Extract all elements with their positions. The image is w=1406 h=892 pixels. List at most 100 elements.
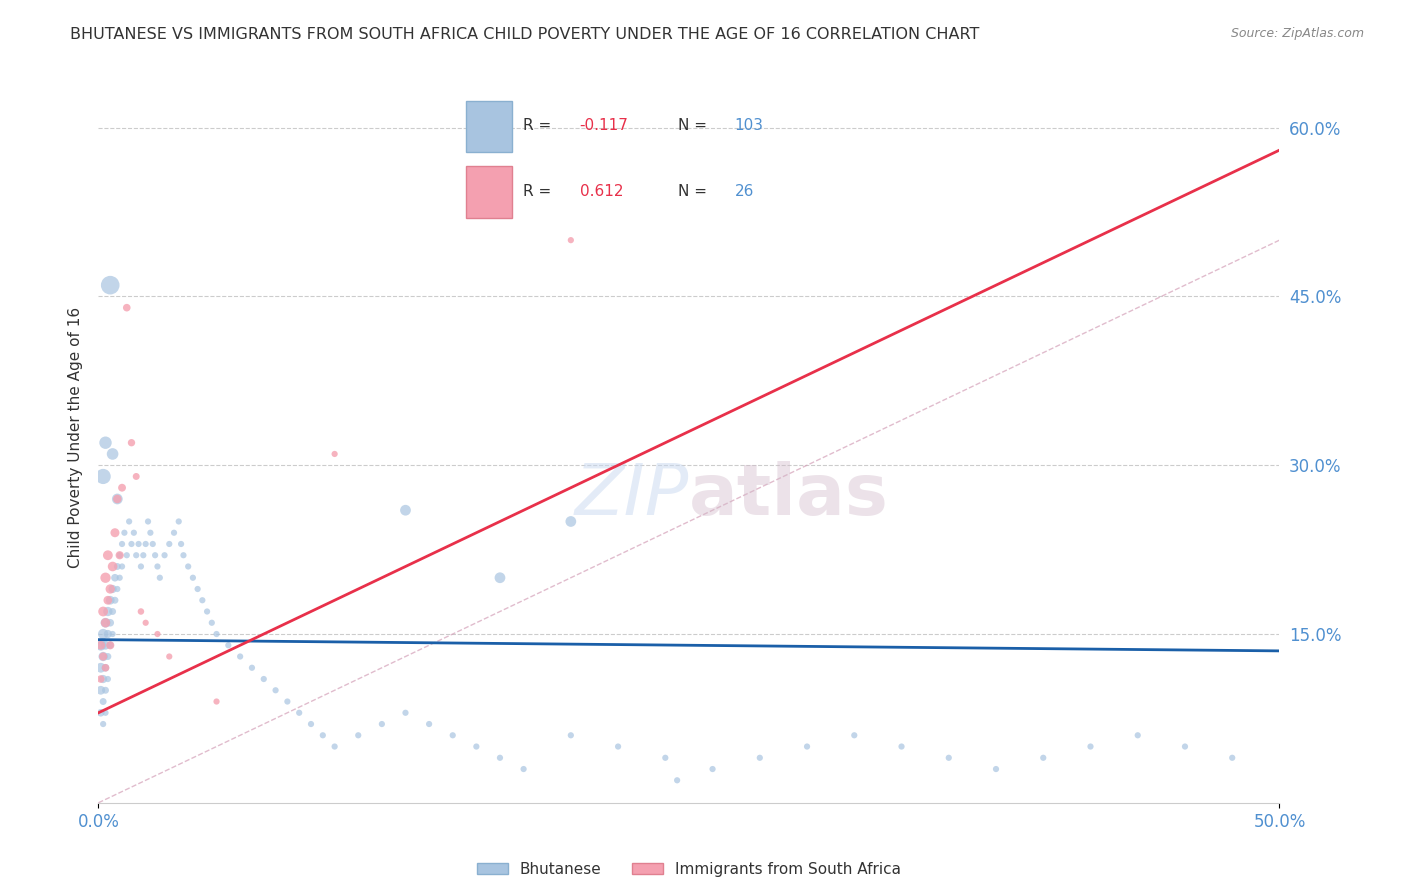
- Point: [94, 706, 117, 720]
- Point: [465, 739, 488, 754]
- Point: [142, 537, 165, 551]
- Point: [1174, 739, 1197, 754]
- Point: [135, 615, 157, 630]
- Legend: Bhutanese, Immigrants from South Africa: Bhutanese, Immigrants from South Africa: [471, 855, 907, 883]
- Point: [91, 649, 114, 664]
- Point: [97, 649, 120, 664]
- Point: [98, 638, 121, 652]
- Point: [240, 661, 263, 675]
- Point: [98, 582, 121, 596]
- Point: [666, 773, 689, 788]
- Point: [98, 278, 121, 293]
- Text: BHUTANESE VS IMMIGRANTS FROM SOUTH AFRICA CHILD POVERTY UNDER THE AGE OF 16 CORR: BHUTANESE VS IMMIGRANTS FROM SOUTH AFRIC…: [70, 27, 980, 42]
- Point: [94, 615, 117, 630]
- Point: [98, 638, 121, 652]
- Point: [115, 548, 138, 562]
- Point: [112, 525, 135, 540]
- Point: [177, 559, 200, 574]
- Point: [276, 694, 298, 708]
- Point: [98, 593, 121, 607]
- Text: Source: ZipAtlas.com: Source: ZipAtlas.com: [1230, 27, 1364, 40]
- Point: [984, 762, 1007, 776]
- Point: [1032, 751, 1054, 765]
- Point: [101, 559, 124, 574]
- Point: [105, 559, 128, 574]
- Point: [122, 525, 145, 540]
- Point: [195, 605, 218, 619]
- Point: [149, 571, 172, 585]
- Point: [90, 672, 112, 686]
- Point: [101, 582, 124, 596]
- Point: [253, 672, 276, 686]
- Point: [1126, 728, 1149, 742]
- Point: [135, 537, 157, 551]
- Point: [97, 605, 120, 619]
- Point: [91, 717, 114, 731]
- Point: [136, 515, 159, 529]
- Point: [229, 649, 252, 664]
- Point: [441, 728, 464, 742]
- Point: [172, 548, 194, 562]
- Point: [90, 683, 112, 698]
- Point: [143, 548, 166, 562]
- Point: [90, 638, 112, 652]
- Text: ZIP: ZIP: [575, 461, 689, 530]
- Point: [217, 638, 239, 652]
- Point: [205, 627, 228, 641]
- Point: [105, 491, 128, 506]
- Point: [146, 559, 169, 574]
- Point: [94, 661, 117, 675]
- Point: [101, 605, 124, 619]
- Point: [187, 582, 209, 596]
- Point: [128, 537, 150, 551]
- Point: [90, 706, 112, 720]
- Point: [104, 593, 127, 607]
- Point: [796, 739, 818, 754]
- Point: [94, 683, 117, 698]
- Point: [90, 638, 112, 652]
- Point: [181, 571, 204, 585]
- Point: [129, 605, 152, 619]
- Point: [111, 559, 134, 574]
- Point: [560, 515, 582, 529]
- Point: [489, 571, 512, 585]
- Point: [157, 649, 180, 664]
- Point: [91, 694, 114, 708]
- Point: [91, 469, 114, 483]
- Point: [132, 548, 155, 562]
- Point: [323, 447, 346, 461]
- Point: [104, 525, 127, 540]
- Point: [702, 762, 724, 776]
- Point: [167, 515, 190, 529]
- Point: [94, 571, 117, 585]
- Point: [98, 615, 121, 630]
- Point: [115, 301, 138, 315]
- Text: atlas: atlas: [689, 461, 889, 530]
- Point: [607, 739, 630, 754]
- Point: [94, 638, 117, 652]
- Point: [288, 706, 311, 720]
- Point: [654, 751, 676, 765]
- Point: [94, 435, 117, 450]
- Point: [111, 481, 134, 495]
- Point: [560, 728, 582, 742]
- Point: [97, 627, 120, 641]
- Point: [299, 717, 322, 731]
- Point: [146, 627, 169, 641]
- Point: [153, 548, 176, 562]
- Point: [489, 751, 512, 765]
- Point: [105, 582, 128, 596]
- Y-axis label: Child Poverty Under the Age of 16: Child Poverty Under the Age of 16: [67, 307, 83, 567]
- Point: [97, 548, 120, 562]
- Point: [748, 751, 770, 765]
- Point: [1220, 751, 1243, 765]
- Point: [97, 672, 120, 686]
- Point: [163, 525, 186, 540]
- Point: [264, 683, 287, 698]
- Point: [94, 661, 117, 675]
- Point: [121, 435, 143, 450]
- Point: [394, 503, 416, 517]
- Point: [890, 739, 912, 754]
- Point: [90, 661, 112, 675]
- Point: [91, 605, 114, 619]
